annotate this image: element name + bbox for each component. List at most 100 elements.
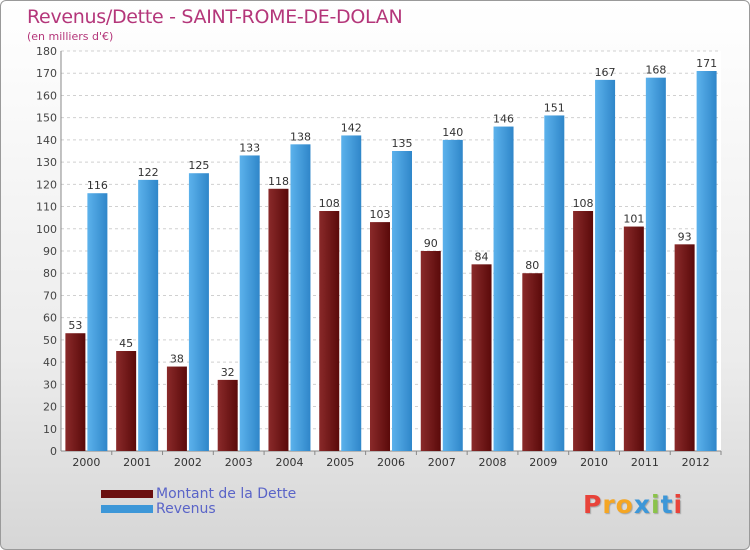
- y-tick-label: 180: [36, 45, 57, 58]
- data-label-dette: 101: [623, 213, 644, 226]
- bar-dette: [65, 333, 86, 451]
- x-tick-label: 2007: [428, 456, 456, 469]
- data-label-dette: 32: [221, 366, 235, 379]
- bar-dette: [522, 273, 543, 451]
- proxiti-logo: Proxiti: [583, 490, 683, 519]
- y-tick-label: 0: [50, 445, 57, 458]
- legend-swatch-dette: [101, 490, 153, 498]
- x-tick-label: 2009: [529, 456, 557, 469]
- bar-dette: [471, 264, 492, 451]
- data-label-dette: 118: [268, 175, 289, 188]
- logo-letter: i: [673, 490, 684, 519]
- bar-revenus: [544, 115, 565, 451]
- data-label-revenus: 151: [544, 101, 565, 114]
- data-label-revenus: 146: [493, 113, 514, 126]
- bar-revenus: [87, 193, 108, 451]
- y-tick-label: 90: [43, 245, 57, 258]
- bar-revenus: [493, 126, 514, 452]
- bar-dette: [370, 222, 390, 451]
- x-tick-label: 2002: [174, 456, 202, 469]
- logo-letter: t: [660, 490, 674, 519]
- logo-letter: P: [583, 490, 603, 519]
- bar-revenus: [138, 179, 159, 451]
- x-tick-label: 2011: [631, 456, 659, 469]
- y-tick-label: 120: [36, 178, 57, 191]
- bar-dette: [166, 366, 187, 451]
- data-label-dette: 80: [525, 259, 539, 272]
- x-tick-label: 2008: [479, 456, 507, 469]
- y-tick-label: 150: [36, 112, 57, 125]
- y-tick-label: 160: [36, 89, 57, 102]
- bar-revenus: [290, 144, 311, 452]
- bar-dette: [217, 379, 238, 451]
- bar-revenus: [645, 77, 666, 452]
- data-label-dette: 90: [424, 237, 438, 250]
- data-label-revenus: 125: [188, 159, 209, 172]
- y-tick-label: 40: [43, 356, 57, 369]
- data-label-revenus: 122: [138, 166, 159, 179]
- x-tick-label: 2005: [326, 456, 354, 469]
- y-tick-label: 170: [36, 67, 57, 80]
- data-label-dette: 45: [119, 337, 133, 350]
- x-tick-label: 2010: [580, 456, 608, 469]
- data-label-dette: 108: [573, 197, 594, 210]
- legend-label-dette: Montant de la Dette: [156, 486, 297, 502]
- y-tick-label: 80: [43, 267, 57, 280]
- logo-letter: x: [633, 490, 651, 519]
- data-label-dette: 84: [475, 250, 489, 263]
- bar-dette: [623, 226, 644, 451]
- x-tick-label: 2003: [225, 456, 253, 469]
- y-tick-label: 50: [43, 334, 57, 347]
- data-label-revenus: 171: [696, 57, 717, 70]
- bar-revenus: [392, 151, 412, 451]
- data-label-revenus: 168: [645, 64, 666, 77]
- x-tick-label: 2012: [682, 456, 710, 469]
- bar-revenus: [442, 139, 463, 451]
- legend-swatch-revenus: [101, 505, 153, 513]
- logo-letter: o: [615, 490, 634, 519]
- bar-dette: [420, 251, 441, 451]
- logo-letter: r: [602, 490, 616, 519]
- x-tick-label: 2004: [275, 456, 303, 469]
- data-label-dette: 38: [170, 353, 184, 366]
- data-label-dette: 53: [68, 319, 82, 332]
- bar-revenus: [595, 79, 616, 451]
- data-label-dette: 108: [319, 197, 340, 210]
- chart-title: Revenus/Dette - SAINT-ROME-DE-DOLAN: [27, 6, 403, 28]
- data-label-revenus: 116: [87, 179, 108, 192]
- x-tick-label: 2000: [72, 456, 100, 469]
- bar-dette: [116, 351, 137, 451]
- y-tick-label: 10: [43, 423, 57, 436]
- bar-dette: [573, 211, 594, 451]
- y-tick-label: 70: [43, 289, 57, 302]
- bar-revenus: [239, 155, 260, 451]
- data-label-revenus: 138: [290, 130, 311, 143]
- y-tick-label: 130: [36, 156, 57, 169]
- y-tick-label: 140: [36, 134, 57, 147]
- x-tick-label: 2001: [123, 456, 151, 469]
- y-tick-label: 20: [43, 401, 57, 414]
- data-label-dette: 93: [678, 230, 692, 243]
- data-label-revenus: 167: [595, 66, 616, 79]
- data-label-revenus: 135: [392, 137, 413, 150]
- data-label-revenus: 133: [239, 141, 260, 154]
- y-tick-label: 60: [43, 312, 57, 325]
- legend-label-revenus: Revenus: [156, 501, 216, 517]
- x-tick-label: 2006: [377, 456, 405, 469]
- data-label-revenus: 140: [442, 126, 463, 139]
- data-label-dette: 103: [370, 208, 391, 221]
- y-tick-label: 30: [43, 378, 57, 391]
- bar-dette: [268, 188, 289, 451]
- bar-revenus: [341, 135, 362, 451]
- data-label-revenus: 142: [341, 121, 362, 134]
- y-tick-label: 100: [36, 223, 57, 236]
- bar-dette: [319, 211, 340, 451]
- bar-revenus: [696, 71, 717, 451]
- bar-dette: [674, 244, 695, 451]
- chart-subtitle: (en milliers d'€): [27, 30, 114, 43]
- logo-letter: i: [651, 490, 661, 519]
- bar-revenus: [188, 173, 209, 451]
- y-tick-label: 110: [36, 201, 57, 214]
